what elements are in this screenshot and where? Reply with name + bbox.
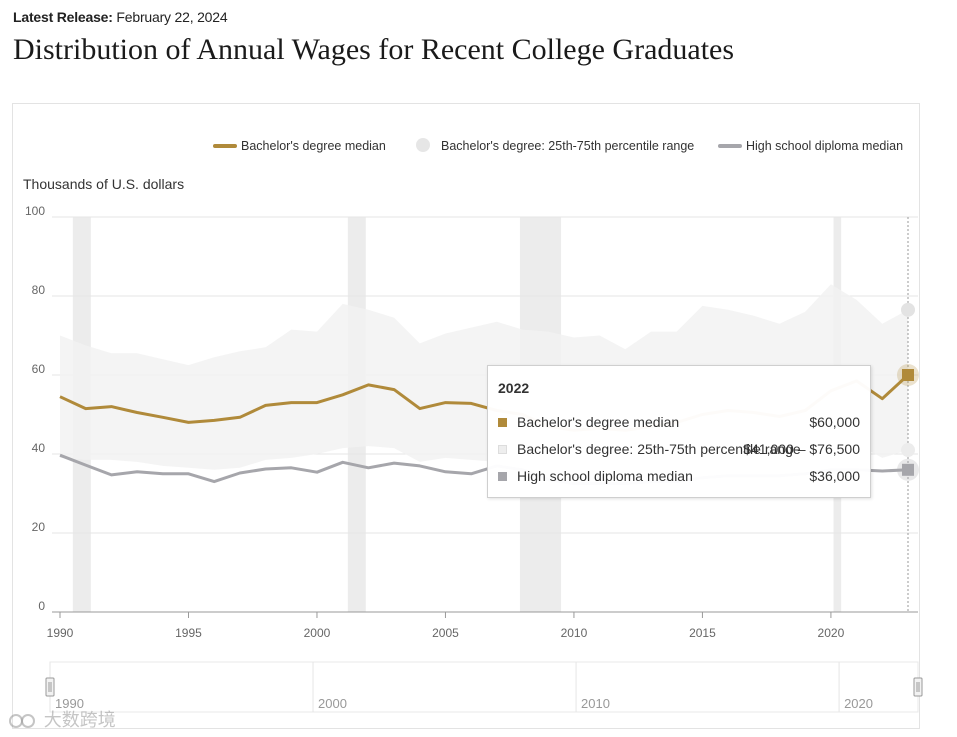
x-tick-label: 1995 — [175, 626, 202, 640]
watermark: 大数跨境 — [8, 706, 116, 732]
navigator-label: 2000 — [318, 696, 347, 711]
tooltip-value-highschool: $36,000 — [809, 468, 860, 484]
navigator-label: 1990 — [55, 696, 84, 711]
range-high-marker[interactable] — [901, 302, 915, 317]
y-axis-title: Thousands of U.S. dollars — [23, 176, 184, 192]
navigator-track[interactable] — [49, 661, 919, 713]
y-tick-label: 60 — [32, 362, 46, 376]
page-title: Distribution of Annual Wages for Recent … — [13, 33, 735, 66]
legend-label-0[interactable]: Bachelor's degree median — [241, 139, 386, 153]
chart-container — [12, 103, 920, 729]
x-tick-label: 2005 — [432, 626, 459, 640]
x-tick-label: 1990 — [47, 626, 74, 640]
navigator-label: 2020 — [844, 696, 873, 711]
legend-label-1[interactable]: Bachelor's degree: 25th-75th percentile … — [441, 139, 694, 153]
y-tick-label: 20 — [32, 520, 46, 534]
tooltip-row-range: Bachelor's degree: 25th-75th percentile … — [498, 441, 860, 459]
x-tick-label: 2010 — [561, 626, 588, 640]
y-tick-label: 80 — [32, 283, 46, 297]
navigator-handle-right[interactable] — [913, 677, 923, 697]
x-tick-label: 2000 — [304, 626, 331, 640]
legend-label-2[interactable]: High school diploma median — [746, 139, 903, 153]
y-tick-label: 40 — [32, 441, 46, 455]
bachelor-marker[interactable] — [902, 369, 914, 381]
tooltip-row-bachelor: Bachelor's degree median $60,000 — [498, 414, 860, 432]
tooltip-swatch-highschool — [498, 472, 507, 481]
watermark-text: 大数跨境 — [43, 710, 116, 731]
tooltip-row-highschool: High school diploma median $36,000 — [498, 468, 860, 486]
tooltip-year: 2022 — [498, 380, 530, 396]
tooltip-swatch-bachelor — [498, 418, 507, 427]
navigator-handle-left[interactable] — [45, 677, 55, 697]
tooltip-value-bachelor: $60,000 — [809, 414, 860, 430]
y-tick-label: 0 — [38, 599, 45, 613]
tooltip-label-bachelor: Bachelor's degree median — [517, 414, 680, 430]
x-tick-label: 2020 — [818, 626, 845, 640]
tooltip-swatch-range — [498, 445, 507, 454]
range-low-marker[interactable] — [901, 443, 915, 458]
watermark-logo-icon — [9, 714, 35, 728]
tooltip-value-range: $41,000 – $76,500 — [743, 441, 860, 457]
release-label: Latest Release: — [13, 9, 113, 25]
y-tick-label: 100 — [25, 204, 45, 218]
tooltip-label-highschool: High school diploma median — [517, 468, 693, 484]
release-date: February 22, 2024 — [116, 9, 228, 25]
tooltip-label-range: Bachelor's degree: 25th-75th percentile … — [517, 441, 801, 457]
chart-tooltip: 2022 Bachelor's degree median $60,000 Ba… — [487, 365, 871, 498]
legend-symbol-1 — [416, 138, 430, 152]
x-tick-label: 2015 — [689, 626, 716, 640]
navigator-label: 2010 — [581, 696, 610, 711]
release-info: Latest Release: February 22, 2024 — [13, 9, 228, 25]
highschool-marker[interactable] — [902, 463, 914, 476]
